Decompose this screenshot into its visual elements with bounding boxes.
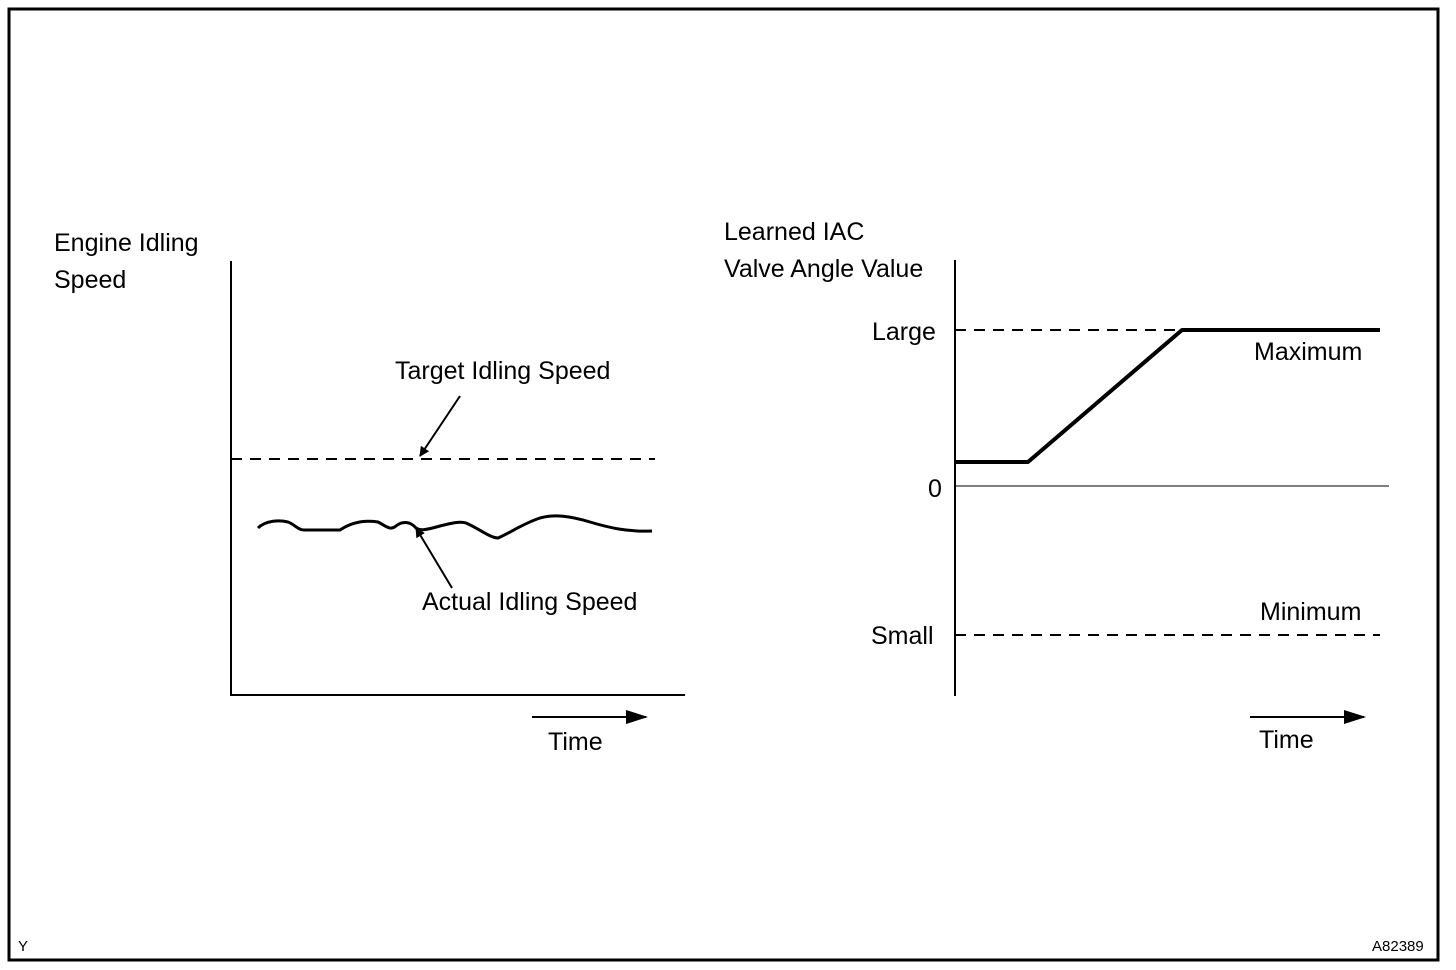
right-y-label-line2: Valve Angle Value [724, 255, 923, 283]
minimum-label: Minimum [1260, 598, 1361, 626]
left-time-label: Time [548, 728, 603, 756]
target-idling-speed-label: Target Idling Speed [395, 357, 610, 385]
left-y-label-line2: Speed [54, 266, 126, 294]
large-tick-label: Large [872, 318, 936, 346]
actual-idling-speed-line [256, 514, 653, 540]
left-y-label-line1: Engine Idling [54, 229, 199, 257]
maximum-label: Maximum [1254, 338, 1362, 366]
right-y-label-line1: Learned IAC [724, 218, 864, 246]
corner-letter: Y [18, 938, 28, 955]
small-tick-label: Small [871, 622, 934, 650]
right-graph: Learned IAC Valve Angle Value Large 0 Sm… [724, 218, 1389, 754]
zero-tick-label: 0 [928, 475, 942, 503]
left-graph: Engine Idling Speed Target Idling Speed … [54, 229, 685, 756]
actual-idling-speed-label: Actual Idling Speed [422, 588, 637, 616]
figure-border [7, 7, 1440, 962]
right-time-label: Time [1259, 726, 1314, 754]
figure-code: A82389 [1372, 938, 1424, 955]
actual-pointer-arrow [415, 527, 453, 589]
target-pointer-arrow [419, 395, 461, 457]
learned-value-line [955, 328, 1380, 464]
